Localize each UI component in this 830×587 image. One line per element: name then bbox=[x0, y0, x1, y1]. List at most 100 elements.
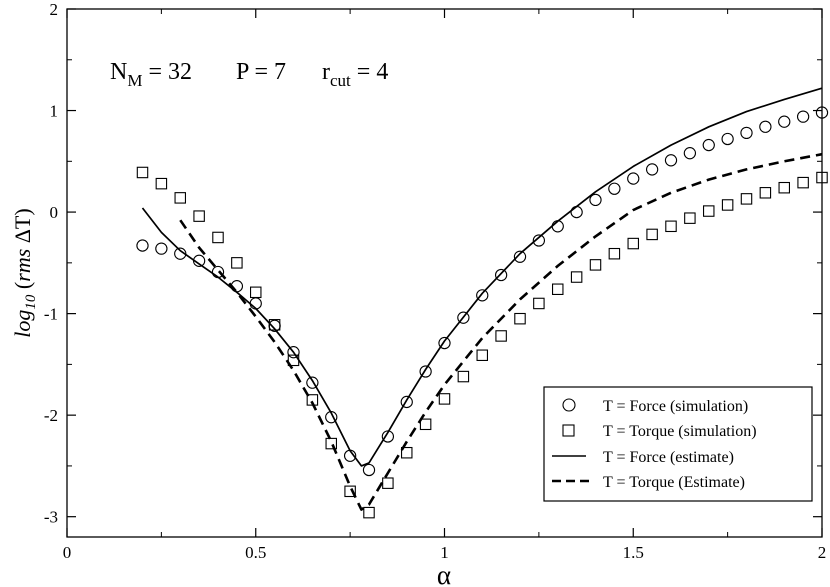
x-tick-label: 2 bbox=[818, 543, 827, 562]
y-tick-label: -2 bbox=[44, 406, 58, 425]
data-point-t-torque-simulation bbox=[778, 181, 790, 194]
data-point-t-torque-simulation bbox=[740, 193, 753, 205]
data-point-t-force-simulation bbox=[645, 163, 659, 176]
data-point-t-torque-simulation bbox=[325, 437, 337, 450]
r-value: = 4 bbox=[351, 59, 389, 85]
data-point-t-torque-simulation bbox=[665, 220, 677, 233]
legend: T = Force (simulation) T = Torque (simul… bbox=[543, 386, 813, 502]
x-axis-label: α bbox=[437, 560, 451, 587]
data-point-t-force-simulation bbox=[627, 172, 640, 185]
parameter-annotation: NM = 32 P = 7 rcut = 4 bbox=[110, 59, 388, 90]
data-point-t-force-simulation bbox=[570, 205, 583, 219]
data-point-t-force-simulation bbox=[683, 147, 697, 160]
y-tick-label: -1 bbox=[44, 305, 58, 324]
y-tick-label: 0 bbox=[50, 203, 59, 222]
data-point-t-torque-simulation bbox=[702, 205, 715, 217]
data-point-t-torque-simulation bbox=[721, 199, 734, 211]
y-tick-label: -3 bbox=[44, 508, 58, 527]
data-point-t-force-simulation bbox=[362, 463, 376, 477]
data-point-t-torque-simulation bbox=[476, 349, 488, 361]
nm-base: N bbox=[110, 59, 127, 85]
data-point-t-torque-simulation bbox=[212, 231, 224, 244]
data-point-t-force-simulation bbox=[532, 234, 546, 247]
x-tick-label: 1.5 bbox=[623, 543, 644, 562]
data-point-t-torque-simulation bbox=[231, 257, 243, 269]
data-point-t-torque-simulation bbox=[495, 330, 507, 342]
data-point-t-torque-simulation bbox=[136, 166, 149, 179]
data-point-t-torque-simulation bbox=[438, 393, 451, 405]
data-point-t-force-simulation bbox=[664, 154, 678, 167]
data-point-t-force-simulation bbox=[400, 395, 413, 409]
data-point-t-force-simulation bbox=[155, 242, 168, 255]
data-point-t-force-simulation bbox=[796, 110, 810, 123]
data-point-t-torque-simulation bbox=[419, 418, 432, 431]
data-point-t-force-simulation bbox=[740, 126, 753, 140]
data-point-t-force-simulation bbox=[589, 193, 602, 207]
data-point-t-torque-simulation bbox=[816, 171, 828, 184]
nm-subscript: M bbox=[127, 71, 142, 90]
data-point-t-force-simulation bbox=[457, 311, 470, 324]
x-tick-label: 0.5 bbox=[245, 543, 266, 562]
data-point-t-torque-simulation bbox=[382, 477, 394, 489]
data-point-t-torque-simulation bbox=[344, 485, 356, 498]
data-point-t-torque-simulation bbox=[193, 210, 205, 222]
series-line-t-torque-estimate bbox=[179, 152, 823, 511]
data-point-t-torque-simulation bbox=[627, 237, 639, 250]
data-point-t-torque-simulation bbox=[646, 228, 658, 241]
data-point-t-torque-simulation bbox=[363, 506, 375, 519]
data-point-t-torque-simulation bbox=[684, 212, 696, 224]
p-value: P = 7 bbox=[236, 59, 286, 85]
data-point-t-torque-simulation bbox=[797, 176, 809, 189]
x-tick-label: 1 bbox=[440, 543, 449, 562]
data-point-t-torque-simulation bbox=[533, 297, 545, 310]
y-label-delta: ΔT) bbox=[10, 208, 35, 243]
r-base: r bbox=[322, 59, 330, 85]
data-point-t-torque-simulation bbox=[155, 177, 168, 190]
data-point-t-force-simulation bbox=[513, 250, 527, 263]
data-point-t-torque-simulation bbox=[608, 247, 621, 260]
data-point-t-force-simulation bbox=[551, 220, 564, 233]
y-label-subscript: 10 bbox=[23, 294, 39, 310]
data-point-t-force-simulation bbox=[287, 346, 300, 359]
data-point-t-torque-simulation bbox=[589, 259, 602, 271]
data-point-t-force-simulation bbox=[759, 120, 772, 133]
y-tick-label: 2 bbox=[50, 0, 59, 19]
data-point-t-force-simulation bbox=[778, 115, 791, 128]
data-point-t-force-simulation bbox=[306, 376, 319, 389]
data-point-t-force-simulation bbox=[721, 132, 734, 146]
legend-circle-marker bbox=[562, 398, 576, 412]
data-point-t-force-simulation bbox=[608, 182, 621, 195]
legend-label-torque-simulation: T = Torque (simulation) bbox=[603, 423, 757, 440]
data-point-t-torque-simulation bbox=[759, 187, 772, 199]
data-point-t-force-simulation bbox=[702, 138, 715, 152]
data-point-t-torque-simulation bbox=[570, 271, 583, 283]
data-point-t-force-simulation bbox=[419, 365, 432, 378]
data-point-t-torque-simulation bbox=[457, 370, 470, 383]
data-point-t-torque-simulation bbox=[250, 286, 262, 299]
data-point-t-torque-simulation bbox=[174, 192, 187, 204]
data-point-t-force-simulation bbox=[136, 239, 149, 252]
y-label-rms: rms bbox=[10, 243, 35, 282]
chart-series bbox=[136, 87, 829, 519]
y-axis-label: log10 (rms ΔT) bbox=[10, 208, 39, 337]
series-line-t-force-estimate bbox=[141, 87, 823, 467]
y-label-paren: ( bbox=[10, 282, 35, 295]
legend-label-force-simulation: T = Force (simulation) bbox=[603, 398, 748, 415]
data-point-t-force-simulation bbox=[815, 106, 829, 119]
data-point-t-force-simulation bbox=[476, 289, 489, 302]
data-point-t-torque-simulation bbox=[514, 312, 526, 325]
legend-label-force-estimate: T = Force (estimate) bbox=[603, 449, 734, 466]
axis-ticks: 0 0.5 1 1.5 2 -3 -2 -1 0 1 2 bbox=[44, 0, 826, 562]
data-point-t-torque-simulation bbox=[400, 446, 413, 459]
data-point-t-torque-simulation bbox=[551, 283, 564, 295]
nm-value: = 32 bbox=[142, 59, 192, 85]
r-subscript: cut bbox=[330, 71, 351, 90]
legend-square-marker bbox=[562, 424, 575, 437]
data-point-t-force-simulation bbox=[438, 336, 451, 350]
y-tick-label: 1 bbox=[50, 102, 59, 121]
x-tick-label: 0 bbox=[63, 543, 72, 562]
data-point-t-force-simulation bbox=[494, 268, 508, 282]
y-label-log: log bbox=[10, 310, 35, 338]
legend-label-torque-estimate: T = Torque (Estimate) bbox=[603, 474, 745, 491]
